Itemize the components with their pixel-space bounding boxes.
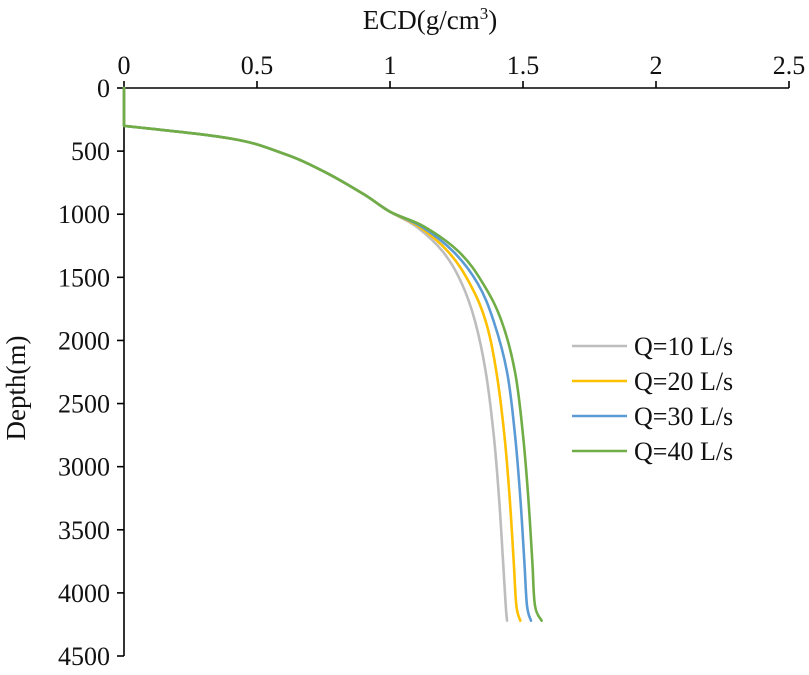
y-tick-label: 500 [71,137,110,166]
y-tick-label: 3500 [58,516,110,545]
y-tick-label: 2000 [58,326,110,355]
x-tick-label: 2.5 [773,51,806,80]
y-tick-label: 4000 [58,579,110,608]
legend-label: Q=40 L/s [634,437,733,466]
x-tick-label: 0 [118,51,131,80]
x-ticks: 0 0.5 1 1.5 2 2.5 [118,51,806,88]
x-axis-title-superscript: 3 [480,4,489,23]
series-line-3 [122,86,533,622]
y-tick-label: 2500 [58,390,110,419]
y-axis-title: Depth(m) [1,336,31,441]
y-tick-label: 0 [97,74,110,103]
y-ticks: 0 500 1000 1500 2000 2500 3000 3500 4000 4500 [58,74,124,671]
x-tick-label: 0.5 [241,51,274,80]
legend-label: Q=30 L/s [634,402,733,431]
legend: Q=10 L/s Q=20 L/s Q=30 L/s Q=40 L/s [572,332,733,466]
x-axis-title: ECD(g/cm3) [363,4,497,35]
y-tick-label: 3000 [58,453,110,482]
y-tick-label: 4500 [58,642,110,671]
x-tick-label: 1 [384,51,397,80]
y-tick-label: 1000 [58,200,110,229]
series-line-4 [122,86,543,622]
x-tick-label: 2 [650,51,663,80]
legend-label: Q=10 L/s [634,332,733,361]
legend-label: Q=20 L/s [634,367,733,396]
y-tick-label: 1500 [58,263,110,292]
x-tick-label: 1.5 [507,51,540,80]
axes [123,87,789,656]
series-group [122,86,543,622]
series-line-2 [122,86,522,622]
